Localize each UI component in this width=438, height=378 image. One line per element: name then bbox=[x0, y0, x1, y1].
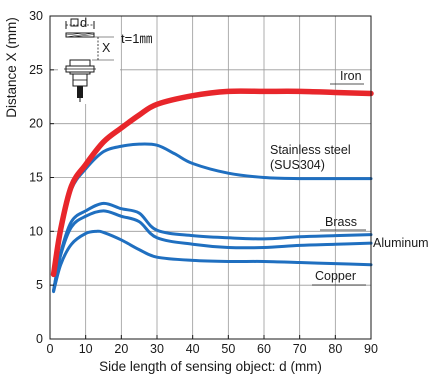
series-line-copper bbox=[52, 229, 373, 294]
series-label-line: Copper bbox=[315, 269, 356, 283]
x-tick-label: 80 bbox=[328, 342, 342, 356]
y-tick-label: 0 bbox=[36, 332, 43, 346]
x-tick-label: 90 bbox=[364, 342, 378, 356]
series-label: Iron bbox=[340, 69, 362, 83]
series-label-line: Stainless steel bbox=[270, 143, 351, 157]
series-labels: Iron Stainless steel (SUS304) Brass Aluminum… bbox=[270, 69, 429, 286]
series-label-line: Iron bbox=[340, 69, 362, 83]
x-tick-label: 30 bbox=[150, 342, 164, 356]
series-label: Copper bbox=[315, 269, 356, 283]
series-line-aluminum bbox=[52, 209, 373, 293]
sensor-diagram-inset: d X t=1㎜ bbox=[58, 15, 152, 104]
series-label: Stainless steel (SUS304) bbox=[270, 143, 351, 172]
x-tick-label: 40 bbox=[186, 342, 200, 356]
series-line-brass bbox=[52, 201, 373, 293]
series-label-line: Aluminum bbox=[373, 236, 429, 250]
x-tick-label: 60 bbox=[257, 342, 271, 356]
x-tick-label: 0 bbox=[47, 342, 54, 356]
y-axis-title: Distance X (mm) bbox=[4, 17, 19, 118]
y-tick-label: 15 bbox=[29, 171, 43, 185]
inset-note-thickness: t=1㎜ bbox=[121, 31, 152, 46]
series-label-line: Brass bbox=[325, 215, 357, 229]
series-label: Aluminum bbox=[373, 236, 429, 250]
x-tick-label: 20 bbox=[114, 342, 128, 356]
y-tick-label: 10 bbox=[29, 224, 43, 238]
series-line-iron bbox=[50, 88, 374, 278]
y-tick-label: 30 bbox=[29, 9, 43, 23]
x-axis-title: Side length of sensing object: d (mm) bbox=[99, 359, 322, 374]
axes: 0 10 20 30 40 50 60 70 80 90 0 5 10 15 20 25 30 bbox=[29, 9, 378, 356]
inset-label-x: X bbox=[102, 41, 111, 55]
x-tick-label: 10 bbox=[79, 342, 93, 356]
series-layer bbox=[50, 88, 374, 294]
series-label-line: (SUS304) bbox=[270, 158, 325, 172]
x-tick-label: 70 bbox=[293, 342, 307, 356]
series-label: Brass bbox=[325, 215, 357, 229]
y-tick-label: 5 bbox=[36, 278, 43, 292]
y-tick-label: 20 bbox=[29, 117, 43, 131]
y-tick-label: 25 bbox=[29, 63, 43, 77]
x-tick-label: 50 bbox=[221, 342, 235, 356]
inset-label-d: d bbox=[80, 15, 87, 30]
